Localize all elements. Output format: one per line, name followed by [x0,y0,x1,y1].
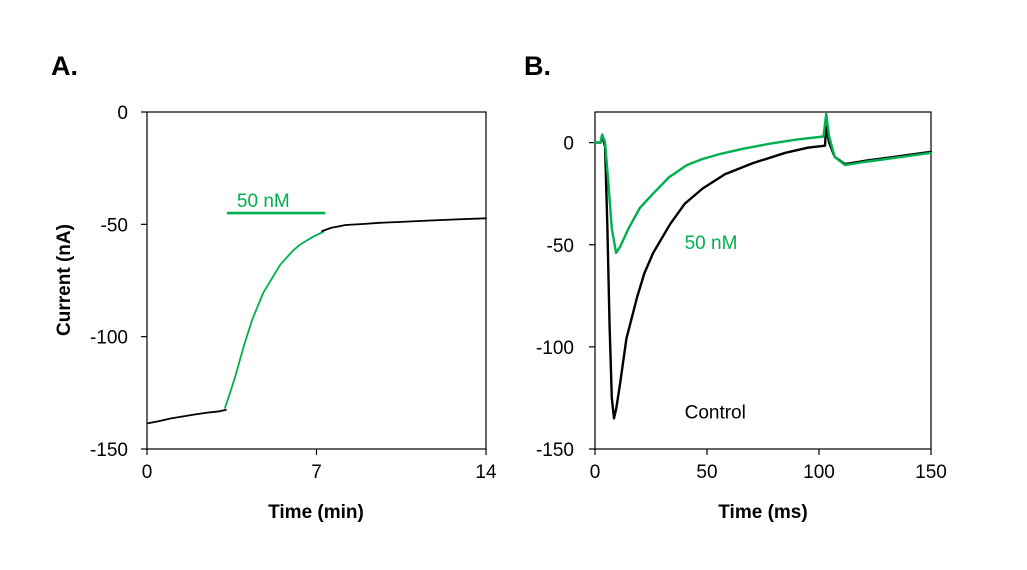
x-tick-label: 7 [311,462,322,483]
series-line-control [593,125,933,420]
panel-a-y-ticks: 0 -50 -100 -150 [90,103,147,461]
y-tick-label: -150 [536,440,574,461]
panel-a-plot-frame [146,111,487,450]
panel-b-y-ticks: 0 -50 -100 -150 [536,134,595,461]
drug-application-label: 50 nM [237,191,290,212]
y-tick-label: -50 [101,215,128,236]
panel-b-plot-frame [594,111,932,450]
x-tick-label: 0 [142,462,153,483]
series-line-50-nm [593,112,933,255]
x-tick-label: 100 [803,462,835,483]
y-tick-label: -50 [547,236,574,257]
panel-b-label: B. [524,51,551,81]
panel-a-x-axis-title: Time (min) [268,502,364,523]
panel-a: A. 0 -50 -100 -150 0 7 14 50 nM Time (min) Cu… [51,51,497,523]
y-tick-label: -150 [90,440,128,461]
panel-b-series [593,112,933,420]
panel-b-annotations: 50 nM Control [685,233,746,424]
panel-a-y-axis-title: Current (nA) [54,224,75,336]
panel-b-x-axis-title: Time (ms) [718,502,807,523]
y-tick-label: -100 [536,338,574,359]
panel-a-label: A. [51,51,78,81]
x-tick-label: 0 [590,462,601,483]
panel-b: B. 0 -50 -100 -150 0 50 100 150 50 nM Control T… [524,51,947,523]
x-tick-label: 150 [915,462,947,483]
panel-a-annotations: 50 nM [226,191,326,215]
series-line-washout [321,217,487,233]
series-line-50-nm-application [224,231,324,409]
panel-a-series [147,217,487,425]
panel-b-x-ticks: 0 50 100 150 [590,449,947,483]
y-tick-label: 0 [563,134,574,155]
y-tick-label: 0 [117,103,128,124]
y-tick-label: -100 [90,328,128,349]
series-line-baseline [147,408,227,425]
trace-label-control: Control [685,402,746,423]
x-tick-label: 14 [475,462,497,483]
panel-a-x-ticks: 0 7 14 [142,449,497,483]
trace-label-50-nm: 50 nM [685,233,738,254]
x-tick-label: 50 [696,462,717,483]
